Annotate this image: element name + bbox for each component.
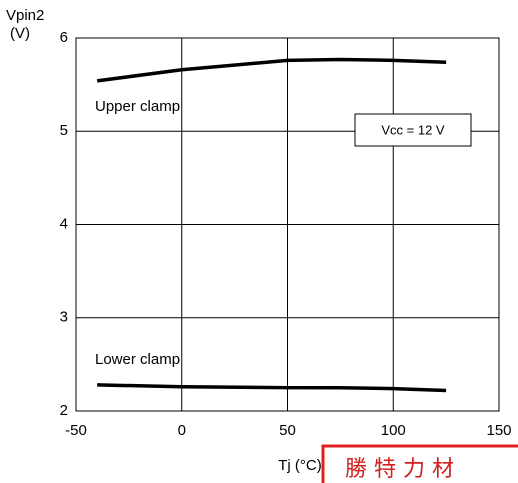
y-tick-label: 4 [60,215,68,232]
y-axis-label: (V) [10,25,30,42]
data-line [96,57,447,83]
x-tick-label: 0 [178,422,186,439]
y-axis-label: Vpin2 [6,7,44,24]
x-tick-label: 100 [381,422,406,439]
annotation-box [354,113,472,147]
y-tick-label: 6 [60,29,68,46]
banner: 勝 特 力 材 [345,457,454,482]
series-label: Upper clamp [95,98,180,115]
banner-box [321,444,518,483]
annotation: Vcc = 12 V [381,122,445,137]
x-tick-label: -50 [65,422,87,439]
x-tick-label: 150 [486,422,511,439]
series-label: Lower clamp [95,351,180,368]
data-line [97,383,447,393]
x-tick-label: 50 [279,422,296,439]
y-tick-label: 3 [60,309,68,326]
y-tick-label: 5 [60,122,68,139]
y-tick-label: 2 [60,402,68,419]
x-axis-label: Tj (°C) [278,457,321,474]
